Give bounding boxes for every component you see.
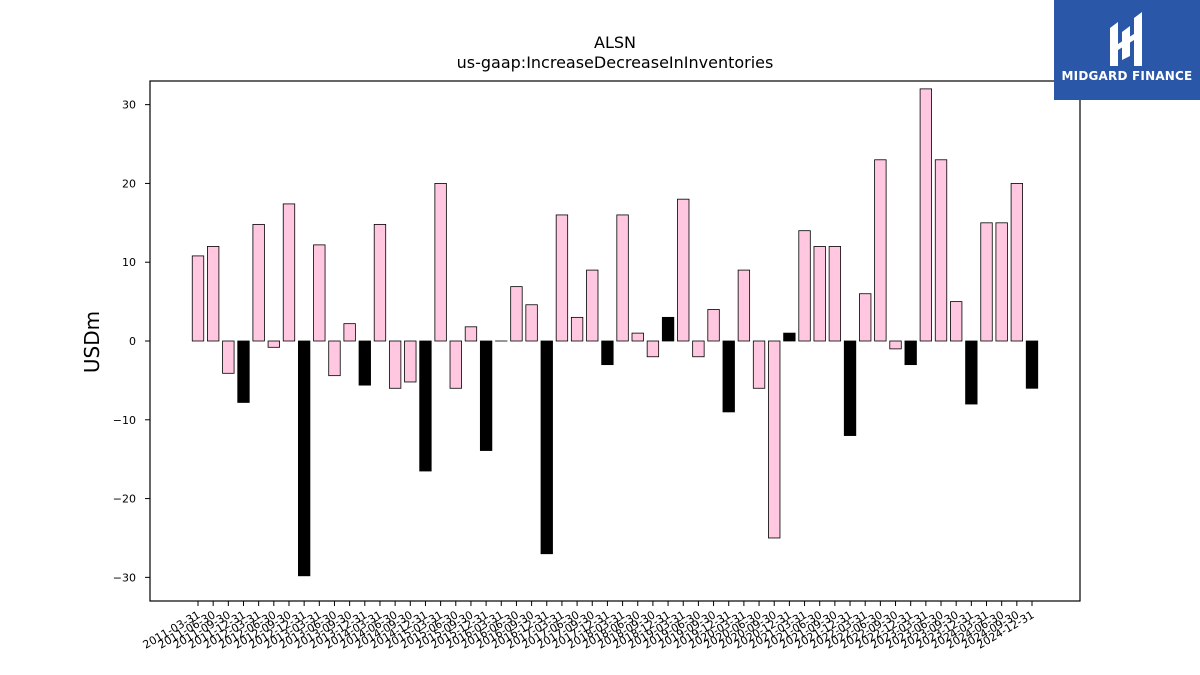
bar-2019-06-30: [692, 340, 705, 358]
bar-2017-12-31: [601, 340, 614, 366]
bar-2018-09-30: [646, 340, 660, 358]
bar-2021-03-31: [798, 230, 811, 342]
bar-2011-03-31: [191, 255, 205, 342]
midgard-logo-icon: [1110, 12, 1142, 66]
bar-2013-06-30: [328, 340, 341, 377]
logo-text: MIDGARD FINANCE: [1061, 69, 1193, 83]
bar-2014-09-30: [404, 340, 417, 383]
bar-2012-06-30: [267, 340, 280, 348]
bar-2018-03-31: [616, 214, 629, 342]
bar-2015-03-31: [434, 183, 447, 342]
bar-2016-12-31: [540, 340, 553, 555]
chart-title: ALSN: [594, 33, 636, 52]
bar-2020-03-31: [737, 269, 751, 342]
bar-2018-06-30: [631, 332, 644, 342]
y-tick-label: 0: [129, 335, 136, 348]
y-tick-label: −10: [113, 414, 136, 427]
bar-2011-06-30: [207, 246, 220, 342]
y-axis: −30 −20 −10 0 10 20 30: [113, 99, 150, 584]
bar-2022-12-31: [904, 340, 917, 366]
midgard-finance-logo: MIDGARD FINANCE: [1054, 0, 1200, 100]
bar-2022-06-30: [874, 159, 887, 342]
bar-2017-09-30: [586, 269, 599, 342]
bar-2021-12-31: [843, 340, 857, 436]
bar-2022-03-31: [859, 293, 872, 342]
bar-2024-12-31: [1025, 340, 1039, 389]
bars-group: [191, 88, 1039, 577]
bar-2016-06-30: [510, 286, 523, 342]
bar-2023-09-30: [950, 301, 963, 342]
bar-2011-12-31: [237, 340, 250, 403]
bar-2020-09-30: [768, 340, 781, 539]
y-axis-label: USDm: [80, 311, 104, 373]
bar-2020-06-30: [752, 340, 766, 389]
bar-2023-12-31: [965, 340, 978, 405]
bar-2017-03-31: [555, 214, 569, 342]
bar-2016-09-30: [525, 304, 538, 342]
bar-2013-12-31: [358, 340, 371, 386]
bar-2012-09-30: [282, 203, 296, 342]
bar-2024-06-30: [995, 222, 1008, 342]
bar-2013-03-31: [313, 244, 326, 342]
bar-2019-09-30: [707, 309, 720, 342]
bar-2022-09-30: [889, 340, 902, 350]
bar-2024-09-30: [1010, 183, 1023, 342]
bar-2023-06-30: [934, 159, 948, 342]
y-tick-label: −20: [113, 493, 136, 506]
plot-frame: [149, 80, 1081, 602]
bar-2017-06-30: [570, 316, 584, 342]
bar-2015-06-30: [449, 340, 462, 389]
bar-2015-12-31: [479, 340, 493, 451]
x-axis: 2011-03-312011-06-302011-09-302011-12-31…: [141, 601, 1037, 652]
y-tick-label: −30: [113, 571, 136, 584]
bar-2013-09-30: [343, 323, 356, 342]
bar-2021-09-30: [828, 246, 842, 342]
bar-2020-12-31: [783, 332, 796, 342]
y-tick-label: 30: [122, 99, 136, 112]
bar-2019-03-31: [677, 198, 690, 342]
bar-2018-12-31: [661, 316, 675, 342]
y-tick-label: 10: [122, 256, 136, 269]
bar-2019-12-31: [722, 340, 735, 413]
bar-2015-09-30: [464, 326, 478, 342]
bar-2012-12-31: [297, 340, 311, 577]
bar-2011-09-30: [222, 340, 235, 374]
bar-2021-06-30: [813, 246, 826, 342]
bar-2024-03-31: [980, 222, 993, 342]
bar-2014-06-30: [388, 340, 402, 389]
chart-subtitle: us-gaap:IncreaseDecreaseInInventories: [457, 53, 774, 72]
bar-2023-03-31: [919, 88, 932, 342]
bar-2012-03-31: [252, 223, 265, 342]
bar-2014-12-31: [419, 340, 432, 472]
y-tick-label: 20: [122, 177, 136, 190]
bar-2014-03-31: [373, 223, 387, 342]
